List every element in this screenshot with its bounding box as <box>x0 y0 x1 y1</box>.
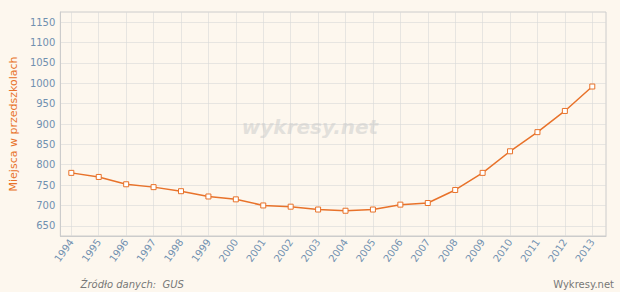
svg-text:900: 900 <box>36 119 55 130</box>
svg-text:2012: 2012 <box>546 237 570 264</box>
svg-text:1050: 1050 <box>30 57 55 68</box>
svg-text:1998: 1998 <box>162 237 186 264</box>
svg-text:1100: 1100 <box>30 37 55 48</box>
svg-text:1995: 1995 <box>80 237 104 264</box>
svg-text:2011: 2011 <box>518 237 542 264</box>
svg-text:2006: 2006 <box>381 237 405 264</box>
svg-text:2010: 2010 <box>491 237 515 264</box>
svg-text:Miejsca w przedszkolach: Miejsca w przedszkolach <box>7 57 20 192</box>
svg-text:2005: 2005 <box>354 237 378 264</box>
svg-text:2004: 2004 <box>326 237 350 264</box>
svg-text:2002: 2002 <box>272 237 296 264</box>
svg-text:2008: 2008 <box>436 237 460 264</box>
svg-text:850: 850 <box>36 139 55 150</box>
svg-text:2009: 2009 <box>463 237 487 264</box>
svg-text:2003: 2003 <box>299 237 323 264</box>
svg-text:2013: 2013 <box>573 237 597 264</box>
svg-text:wykresy.net: wykresy.net <box>242 115 380 139</box>
svg-text:1150: 1150 <box>30 17 55 28</box>
svg-text:1000: 1000 <box>30 78 55 89</box>
svg-text:2000: 2000 <box>217 237 241 264</box>
svg-text:650: 650 <box>36 220 55 231</box>
svg-text:950: 950 <box>36 98 55 109</box>
svg-text:800: 800 <box>36 159 55 170</box>
svg-text:1994: 1994 <box>52 237 76 264</box>
svg-text:1996: 1996 <box>107 237 131 264</box>
svg-text:Wykresy.net: Wykresy.net <box>553 279 614 290</box>
svg-text:750: 750 <box>36 180 55 191</box>
svg-text:2001: 2001 <box>244 237 268 264</box>
svg-text:1999: 1999 <box>189 237 213 264</box>
svg-text:1997: 1997 <box>134 237 158 264</box>
svg-text:2007: 2007 <box>409 237 433 264</box>
svg-text:700: 700 <box>36 200 55 211</box>
svg-text:Źródło danych: GUS: Źródło danych: GUS <box>80 278 185 290</box>
